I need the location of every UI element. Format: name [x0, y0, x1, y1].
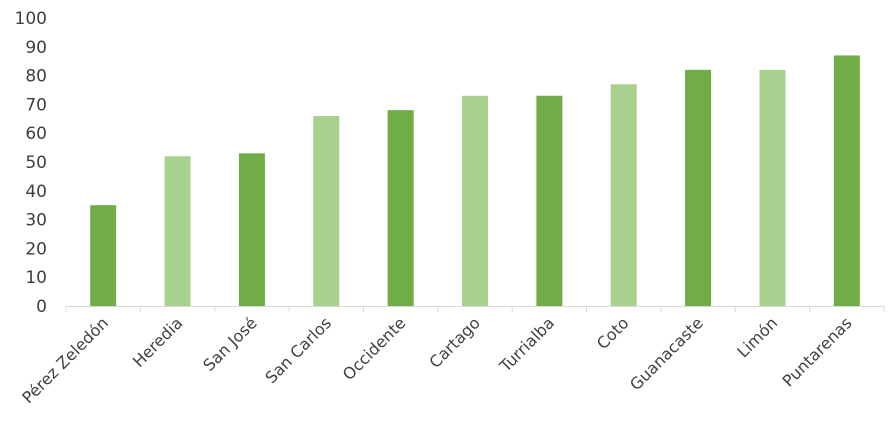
y-tick-label: 40	[25, 182, 47, 202]
x-category-label: Puntarenas	[779, 313, 856, 390]
bar	[536, 95, 563, 306]
x-category-label: Coto	[593, 313, 633, 353]
x-category-label: Pérez Zeledón	[18, 313, 112, 407]
x-axis-labels: Pérez Zeledón Heredia San José San Carlos Oc…	[18, 313, 855, 407]
x-category-label: Heredia	[129, 313, 187, 371]
x-category-label: Limón	[733, 313, 781, 361]
x-category-label: Turrialba	[495, 313, 558, 376]
bar	[313, 115, 340, 306]
bar	[759, 69, 786, 306]
bar	[685, 69, 712, 306]
y-tick-label: 70	[25, 95, 47, 115]
bar	[238, 153, 265, 306]
bar	[90, 205, 117, 306]
bar	[164, 156, 191, 306]
y-tick-label: 100	[15, 9, 47, 29]
x-axis-tick-marks	[65, 306, 885, 312]
x-category-label: San José	[199, 313, 260, 374]
y-axis-ticks: 0 10 20 30 40 50 60 70 80 90 100	[15, 9, 47, 317]
bar	[610, 84, 637, 307]
y-tick-label: 80	[25, 67, 47, 87]
bar	[833, 55, 860, 306]
y-tick-label: 60	[25, 124, 47, 144]
y-tick-label: 20	[25, 239, 47, 259]
y-tick-label: 50	[25, 153, 47, 173]
bars	[90, 55, 860, 307]
bar	[462, 95, 488, 306]
bar	[387, 110, 414, 306]
x-category-label: Guanacaste	[626, 313, 707, 394]
x-category-label: San Carlos	[261, 313, 335, 387]
x-category-label: Occidente	[339, 313, 410, 384]
y-tick-label: 90	[25, 38, 47, 58]
x-category-label: Cartago	[425, 313, 483, 371]
y-tick-label: 0	[36, 297, 47, 317]
y-tick-label: 30	[25, 211, 47, 231]
y-tick-label: 10	[25, 268, 47, 288]
